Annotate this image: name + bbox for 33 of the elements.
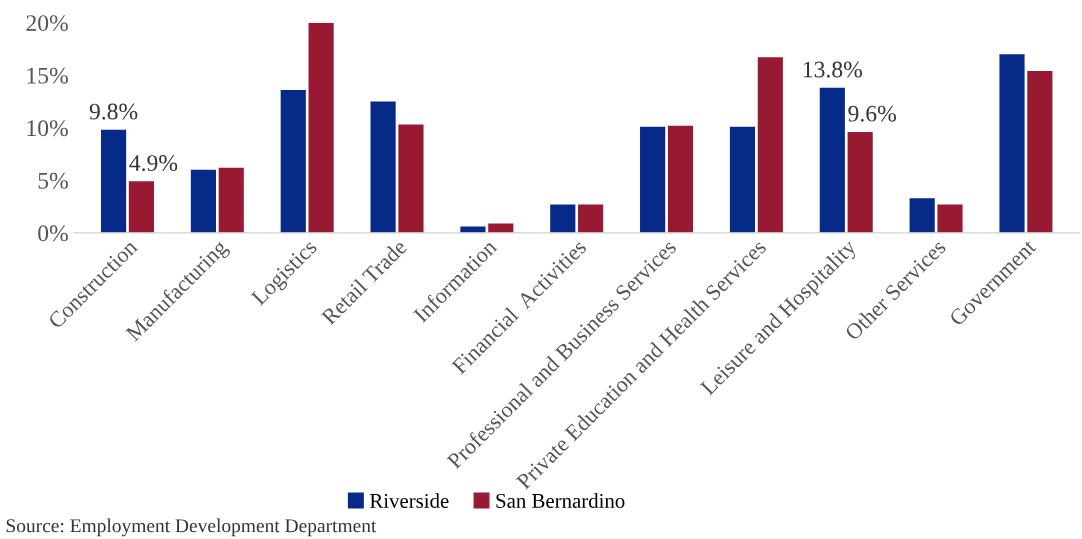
data-label: 9.8% [89, 103, 138, 120]
data-label: 4.9% [129, 155, 178, 172]
bar [909, 198, 935, 233]
bar [100, 129, 127, 233]
y-tick-label: 5% [38, 172, 68, 189]
data-label: 9.6% [848, 105, 896, 122]
bar [488, 223, 514, 233]
bar [280, 89, 306, 233]
source-note: Source: Employment Development Department [6, 518, 377, 537]
legend-label: San Bernardino [496, 493, 625, 508]
bar [847, 131, 873, 233]
y-tick-label: 10% [27, 120, 68, 137]
bar [218, 167, 244, 233]
bar [398, 124, 424, 233]
bar [308, 22, 334, 233]
y-tick-label: 20% [26, 15, 68, 32]
bar [757, 57, 783, 233]
bar [937, 204, 963, 233]
bar [667, 125, 694, 233]
y-tick-label: 0% [38, 225, 68, 242]
bar [190, 169, 216, 233]
y-tick-label: 15% [27, 67, 68, 84]
bar [729, 126, 756, 233]
bar [128, 181, 154, 233]
bar [578, 204, 604, 233]
legend-label: Riverside [369, 493, 449, 508]
bar [819, 87, 845, 233]
data-label: 13.8% [803, 61, 862, 78]
bar [1027, 70, 1053, 233]
bar [550, 204, 576, 233]
bar [370, 101, 396, 233]
bar [999, 54, 1025, 233]
bar [640, 126, 666, 233]
